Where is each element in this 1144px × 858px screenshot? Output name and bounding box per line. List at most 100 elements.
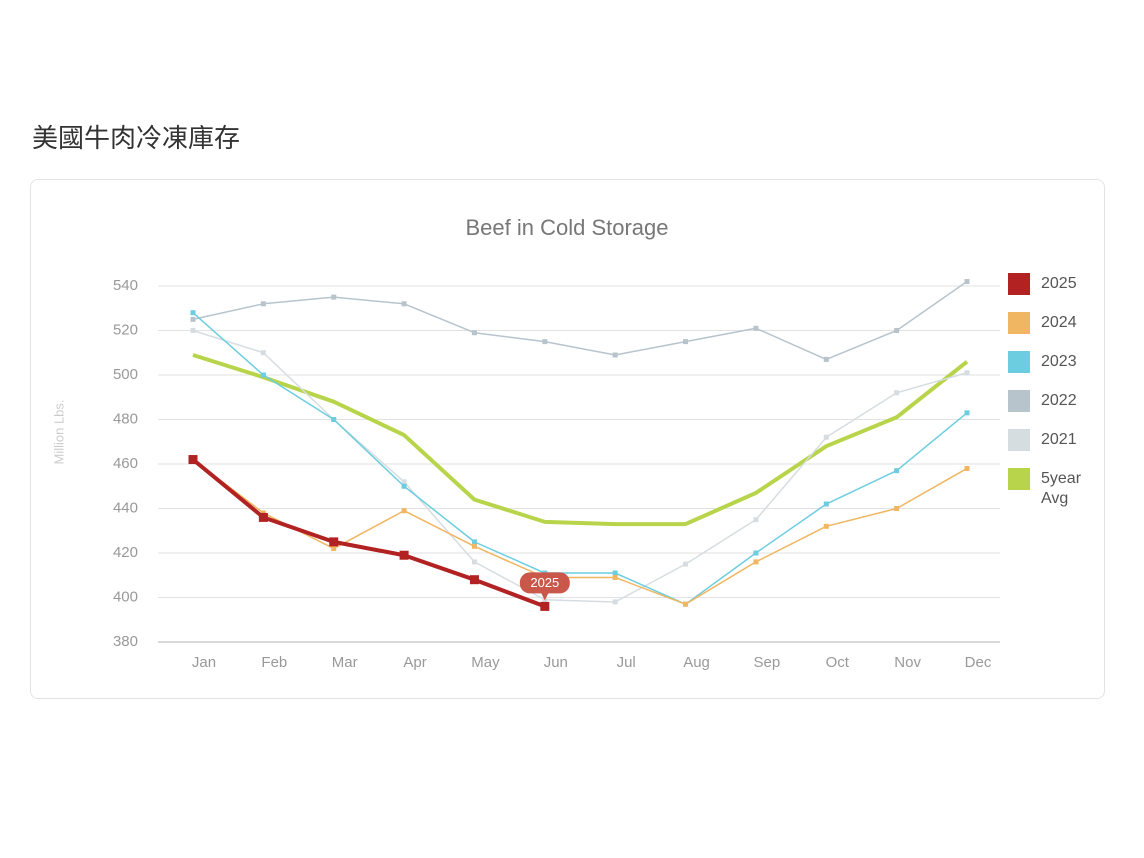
point-marker <box>823 523 829 529</box>
legend-swatch <box>1008 273 1030 295</box>
point-marker <box>331 417 337 422</box>
x-tick-label: Jun <box>544 654 568 671</box>
x-tick-label: Sep <box>754 654 781 671</box>
point-marker <box>612 599 618 605</box>
point-marker <box>753 325 759 331</box>
legend-label: 2023 <box>1041 353 1077 370</box>
point-marker <box>329 537 339 547</box>
point-marker <box>964 410 970 416</box>
point-marker <box>401 508 407 514</box>
legend-item[interactable]: 2021 <box>1008 429 1101 468</box>
legend-item[interactable]: 2024 <box>1008 312 1101 351</box>
point-marker <box>683 561 689 567</box>
y-tick-label: 380 <box>113 633 138 650</box>
x-tick-label: Apr <box>403 654 426 671</box>
point-marker <box>258 512 268 522</box>
y-tick-label: 480 <box>113 410 138 427</box>
y-tick-label: 460 <box>113 455 138 472</box>
series-line <box>192 280 968 361</box>
point-marker <box>260 301 266 307</box>
point-marker <box>823 356 829 362</box>
point-marker <box>540 601 550 611</box>
series-line <box>191 458 546 609</box>
point-marker <box>823 501 829 507</box>
point-marker <box>188 455 198 465</box>
x-tick-label: May <box>471 654 500 671</box>
chart-card <box>30 179 1105 699</box>
point-marker <box>471 543 477 549</box>
legend-label: 2024 <box>1041 314 1077 331</box>
point-marker <box>401 479 407 485</box>
point-marker <box>471 330 477 336</box>
y-tick-label: 540 <box>113 277 138 294</box>
point-marker <box>471 559 477 565</box>
legend-swatch <box>1008 390 1030 412</box>
y-tick-label: 500 <box>113 366 138 383</box>
tooltip-label: 2025 <box>530 575 559 590</box>
series-line <box>192 329 968 603</box>
point-marker <box>753 517 759 523</box>
point-marker <box>190 310 196 316</box>
chart-title: Beef in Cold Storage <box>465 215 668 240</box>
y-axis-label: Million Lbs. <box>51 399 66 464</box>
legend-label: 2022 <box>1041 392 1077 409</box>
point-marker <box>683 601 689 607</box>
point-marker <box>823 434 829 440</box>
x-tick-label: Jan <box>192 654 216 671</box>
point-marker <box>612 352 618 358</box>
legend-label: 2021 <box>1041 431 1077 448</box>
point-marker <box>471 539 477 545</box>
legend-swatch <box>1008 351 1030 373</box>
series-line <box>192 458 968 605</box>
point-marker <box>964 370 970 376</box>
legend-swatch <box>1008 429 1030 451</box>
series-line <box>192 312 968 605</box>
page-heading: 美國牛肉冷凍庫存 <box>32 124 241 154</box>
y-tick-label: 440 <box>113 499 138 516</box>
point-marker <box>753 550 759 556</box>
legend-item[interactable]: 5year Avg <box>1008 468 1101 507</box>
point-marker <box>894 468 900 474</box>
point-marker <box>401 301 407 307</box>
point-marker <box>331 294 337 300</box>
point-marker <box>894 506 900 511</box>
y-tick-label: 420 <box>113 544 138 561</box>
legend-item[interactable]: 2025 <box>1008 273 1101 312</box>
point-marker <box>894 328 900 333</box>
point-marker <box>401 483 407 489</box>
point-marker <box>399 550 409 560</box>
legend-swatch <box>1008 468 1030 490</box>
x-tick-label: Oct <box>826 654 850 671</box>
x-tick-label: Jul <box>617 654 636 671</box>
y-tick-label: 520 <box>113 321 138 338</box>
point-marker <box>612 574 618 580</box>
x-tick-label: Mar <box>332 654 358 671</box>
x-tick-label: Feb <box>261 654 287 671</box>
series-line <box>192 353 969 527</box>
legend-label: 2025 <box>1041 275 1077 292</box>
point-marker <box>542 339 548 345</box>
tooltip-box <box>519 572 570 594</box>
point-marker <box>190 316 196 322</box>
legend-swatch <box>1008 312 1030 334</box>
point-marker <box>260 372 266 378</box>
point-marker <box>612 570 618 576</box>
legend-item[interactable]: 2022 <box>1008 390 1101 429</box>
legend-item[interactable]: 2023 <box>1008 351 1101 390</box>
point-marker <box>894 390 900 396</box>
x-tick-label: Nov <box>894 654 921 671</box>
x-tick-label: Aug <box>683 654 710 671</box>
legend: 2025 2024 2023 2022 2021 5year Avg <box>1008 273 1101 507</box>
point-marker <box>964 465 970 471</box>
point-marker <box>190 328 196 333</box>
point-marker <box>964 279 970 285</box>
point-marker <box>469 575 479 585</box>
point-marker <box>331 546 337 552</box>
legend-label: 5year Avg <box>1041 470 1082 507</box>
point-marker <box>753 559 759 565</box>
y-tick-label: 400 <box>113 588 138 605</box>
point-marker <box>683 339 689 345</box>
point-marker <box>260 350 266 356</box>
